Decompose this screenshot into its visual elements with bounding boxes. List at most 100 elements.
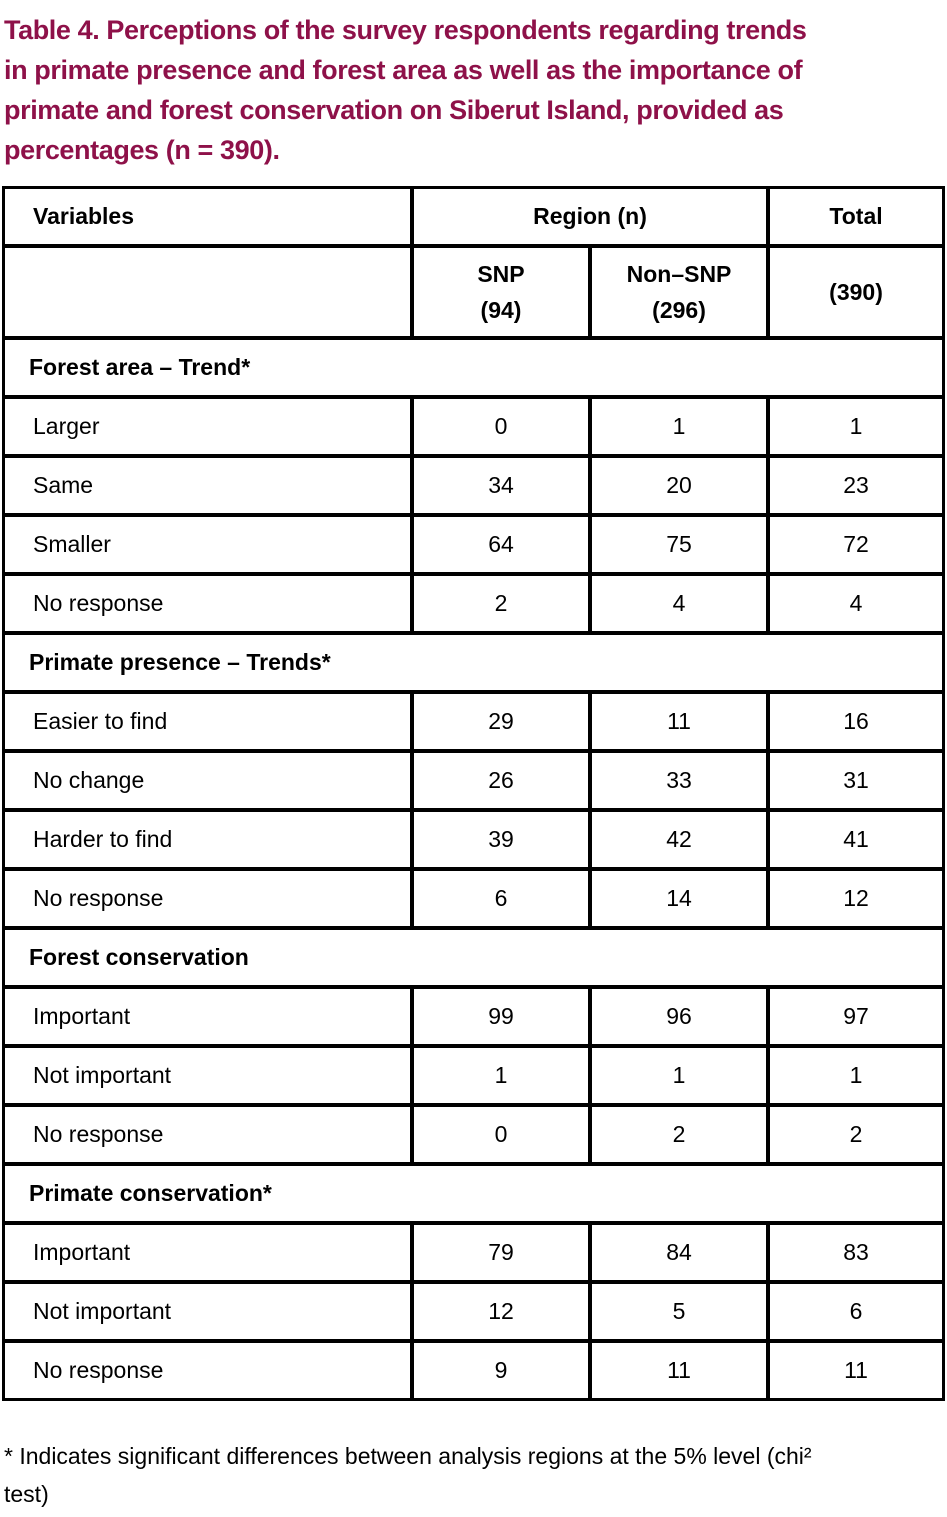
cell-snp: 9 [412,1341,590,1400]
header-row-2: SNP (94) Non–SNP (296) (390) [3,246,945,338]
table-row: Easier to find 29 11 16 [3,692,945,751]
cell-total: 23 [768,456,945,515]
table-row: No response 2 4 4 [3,574,945,633]
header-non-snp-name: Non–SNP [626,261,732,287]
cell-total: 2 [768,1105,945,1164]
cell-non-snp: 96 [590,987,769,1046]
cell-non-snp: 42 [590,810,769,869]
cell-total: 1 [768,397,945,456]
row-label: No response [3,1105,412,1164]
section-header-label: Primate conservation* [3,1164,945,1223]
header-snp-n: (94) [480,297,522,323]
cell-total: 16 [768,692,945,751]
cell-non-snp: 11 [590,692,769,751]
table-row: Harder to find 39 42 41 [3,810,945,869]
cell-snp: 39 [412,810,590,869]
cell-non-snp: 2 [590,1105,769,1164]
row-label: No response [3,869,412,928]
data-table: Variables Region (n) Total SNP (94) Non–… [2,186,946,1401]
row-label: Not important [3,1046,412,1105]
header-empty-cell [3,246,412,338]
cell-snp: 29 [412,692,590,751]
cell-snp: 12 [412,1282,590,1341]
cell-total: 4 [768,574,945,633]
table-row: Not important 12 5 6 [3,1282,945,1341]
row-label: Important [3,1223,412,1282]
footnote-line-2: test) [4,1481,49,1507]
cell-non-snp: 1 [590,397,769,456]
cell-snp: 26 [412,751,590,810]
header-snp-name: SNP [477,261,525,287]
header-total: Total [768,187,945,246]
row-label: Easier to find [3,692,412,751]
cell-snp: 79 [412,1223,590,1282]
header-snp: SNP (94) [412,246,590,338]
table-row: Smaller 64 75 72 [3,515,945,574]
cell-non-snp: 33 [590,751,769,810]
section-header-primate-conservation: Primate conservation* [3,1164,945,1223]
cell-snp: 1 [412,1046,590,1105]
cell-snp: 6 [412,869,590,928]
footnote-line-1: * Indicates significant differences betw… [4,1443,812,1469]
cell-non-snp: 20 [590,456,769,515]
header-total-n: (390) [768,246,945,338]
row-label: Same [3,456,412,515]
section-header-label: Forest area – Trend* [3,338,945,397]
cell-snp: 0 [412,1105,590,1164]
cell-snp: 64 [412,515,590,574]
row-label: Smaller [3,515,412,574]
row-label: No response [3,1341,412,1400]
table-row: Larger 0 1 1 [3,397,945,456]
row-label: Larger [3,397,412,456]
header-variables: Variables [3,187,412,246]
cell-non-snp: 11 [590,1341,769,1400]
table-row: Important 79 84 83 [3,1223,945,1282]
cell-total: 11 [768,1341,945,1400]
cell-total: 1 [768,1046,945,1105]
section-header-forest-conservation: Forest conservation [3,928,945,987]
cell-total: 72 [768,515,945,574]
cell-non-snp: 14 [590,869,769,928]
cell-non-snp: 75 [590,515,769,574]
section-header-primate-presence-trends: Primate presence – Trends* [3,633,945,692]
cell-non-snp: 1 [590,1046,769,1105]
header-non-snp: Non–SNP (296) [590,246,769,338]
cell-snp: 99 [412,987,590,1046]
footnote: * Indicates significant differences betw… [4,1437,941,1513]
cell-snp: 0 [412,397,590,456]
cell-total: 83 [768,1223,945,1282]
row-label: No change [3,751,412,810]
table-row: No response 9 11 11 [3,1341,945,1400]
cell-snp: 34 [412,456,590,515]
table-row: No change 26 33 31 [3,751,945,810]
table-row: No response 0 2 2 [3,1105,945,1164]
section-header-label: Forest conservation [3,928,945,987]
cell-total: 97 [768,987,945,1046]
header-region: Region (n) [412,187,769,246]
cell-total: 31 [768,751,945,810]
cell-total: 12 [768,869,945,928]
section-header-forest-area-trend: Forest area – Trend* [3,338,945,397]
cell-non-snp: 4 [590,574,769,633]
header-row-1: Variables Region (n) Total [3,187,945,246]
table-row: No response 6 14 12 [3,869,945,928]
caption-line-1: Table 4. Perceptions of the survey respo… [4,15,807,45]
row-label: Not important [3,1282,412,1341]
cell-non-snp: 5 [590,1282,769,1341]
row-label: No response [3,574,412,633]
table-row: Not important 1 1 1 [3,1046,945,1105]
caption-line-4: percentages (n = 390). [4,135,280,165]
caption-line-3: primate and forest conservation on Siber… [4,95,784,125]
header-non-snp-n: (296) [652,297,706,323]
table-row: Important 99 96 97 [3,987,945,1046]
cell-total: 41 [768,810,945,869]
section-header-label: Primate presence – Trends* [3,633,945,692]
row-label: Important [3,987,412,1046]
caption-line-2: in primate presence and forest area as w… [4,55,803,85]
cell-non-snp: 84 [590,1223,769,1282]
cell-total: 6 [768,1282,945,1341]
table-caption: Table 4. Perceptions of the survey respo… [4,10,941,170]
row-label: Harder to find [3,810,412,869]
cell-snp: 2 [412,574,590,633]
